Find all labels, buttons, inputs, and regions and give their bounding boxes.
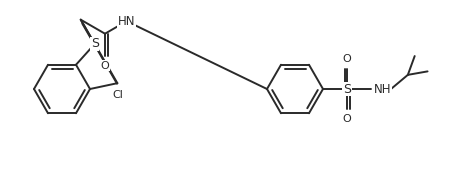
Text: O: O (343, 54, 351, 64)
Text: S: S (91, 37, 99, 50)
Text: NH: NH (374, 83, 392, 95)
Text: Cl: Cl (112, 90, 123, 100)
Text: O: O (343, 114, 351, 124)
Text: S: S (343, 83, 351, 95)
Text: HN: HN (118, 15, 136, 28)
Text: O: O (101, 61, 109, 71)
